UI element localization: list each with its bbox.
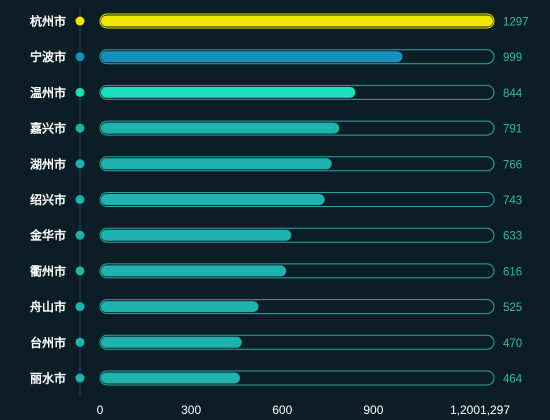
rank-dot [75, 159, 85, 169]
bar-row: 温州市 844 [30, 84, 523, 100]
value-label: 791 [503, 124, 522, 136]
bar [101, 372, 240, 384]
bar-row: 嘉兴市 791 [29, 120, 522, 136]
bar-track [99, 49, 495, 65]
category-label: 嘉兴市 [29, 121, 66, 136]
value-label: 1297 [503, 17, 529, 29]
rank-dot [75, 87, 85, 97]
bar-row: 湖州市 766 [30, 156, 522, 172]
rank-dot [75, 195, 85, 204]
value-label: 525 [503, 302, 522, 314]
value-label: 766 [503, 159, 522, 171]
rank-dot [75, 302, 85, 312]
bar-track [99, 299, 495, 315]
category-label: 金华市 [29, 228, 66, 243]
x-tick-label: 1,2001,297 [450, 403, 510, 417]
bar-row: 绍兴市 743 [30, 192, 522, 207]
bar [101, 51, 403, 63]
bar-track [99, 156, 495, 172]
category-label: 丽水市 [30, 371, 66, 386]
x-tick-label: 900 [363, 403, 383, 417]
bar [101, 158, 332, 170]
bar-track [99, 13, 495, 29]
bar [101, 86, 356, 98]
bar-track [99, 263, 495, 279]
bar [101, 194, 325, 205]
bar-row: 丽水市 464 [30, 370, 523, 386]
category-label: 温州市 [30, 85, 66, 100]
bar-track [99, 334, 495, 350]
bar-track [99, 84, 495, 100]
category-label: 杭州市 [30, 14, 66, 29]
x-tick-label: 600 [272, 403, 292, 417]
rank-dot [75, 337, 85, 347]
bar-track [99, 120, 495, 136]
bar [101, 301, 259, 313]
bar [101, 229, 292, 241]
bar-row: 衢州市 616 [30, 263, 522, 279]
bar-row: 宁波市 999 [30, 49, 522, 65]
x-tick-label: 1,297 [480, 403, 510, 417]
bar-track [99, 227, 495, 243]
bar [101, 336, 242, 348]
category-label: 绍兴市 [30, 192, 66, 207]
bar [101, 122, 340, 134]
category-label: 衢州市 [30, 263, 66, 278]
value-label: 999 [503, 52, 522, 64]
category-label: 台州市 [30, 335, 66, 350]
bar-row: 杭州市 1297 [30, 13, 529, 29]
x-axis-ticks: 0 300 600 900 1,2001,297 [97, 403, 511, 417]
value-label: 844 [503, 88, 523, 100]
rank-dot [75, 373, 85, 383]
rank-dot [75, 230, 85, 240]
value-label: 743 [503, 195, 522, 207]
rank-dot [75, 16, 85, 26]
value-label: 633 [503, 231, 522, 243]
category-label: 舟山市 [30, 299, 66, 314]
bar-row: 台州市 470 [30, 334, 522, 350]
bar [101, 15, 493, 27]
rank-dot [75, 266, 85, 276]
category-label: 湖州市 [30, 156, 66, 171]
bar-row: 舟山市 525 [30, 299, 522, 315]
bar-rows: 杭州市 1297 宁波市 999 温州市 844 嘉兴市 791 湖州市 766 绍兴市 743 金华市… [29, 13, 529, 386]
bar-track [99, 370, 495, 386]
x-tick-label: 0 [97, 403, 104, 417]
rank-dot [75, 52, 85, 62]
x-tick-label: 300 [181, 403, 201, 417]
bar-row: 金华市 633 [29, 227, 522, 243]
value-label: 464 [503, 374, 523, 386]
value-label: 470 [503, 338, 522, 350]
x-tick-label: 1,200 [450, 403, 480, 417]
category-label: 宁波市 [30, 49, 66, 64]
value-label: 616 [503, 266, 522, 278]
rank-dot [75, 123, 85, 133]
bar [101, 265, 287, 277]
bar-track [99, 192, 495, 207]
